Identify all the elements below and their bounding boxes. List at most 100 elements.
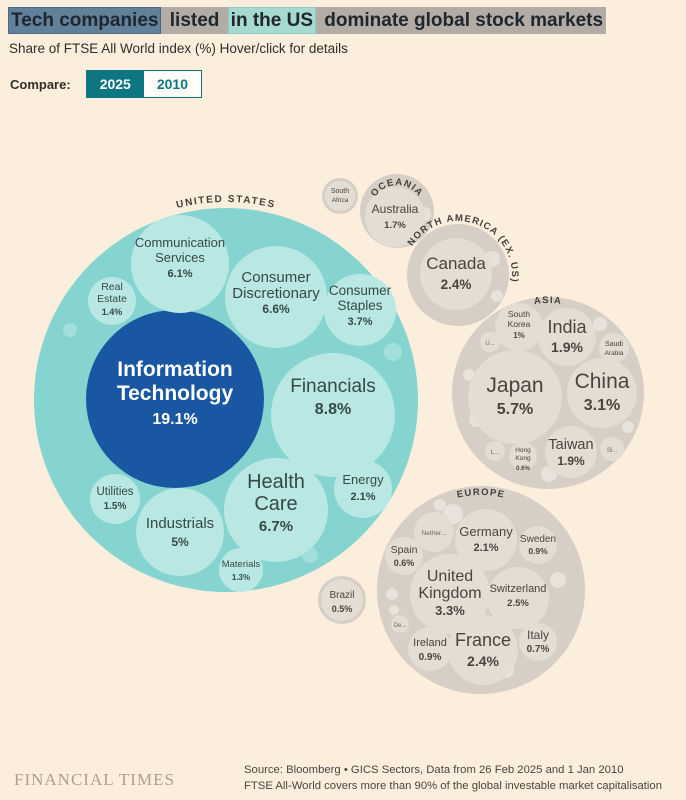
label-germany: Germany: [459, 524, 513, 539]
bubble-canada[interactable]: [420, 238, 492, 310]
bubble-saudi-arabia[interactable]: [599, 333, 629, 363]
year-button-2010[interactable]: 2010: [156, 76, 188, 92]
decor-bubble: [622, 421, 634, 433]
label-united-kingdom: United: [427, 568, 473, 585]
label-consumer-discretionary: Consumer: [241, 269, 310, 286]
value-consumer-discretionary: 6.6%: [262, 302, 290, 316]
label-information-technology: Information: [117, 358, 233, 381]
source-line-1: Source: Bloomberg • GICS Sectors, Data f…: [244, 764, 624, 776]
label-japan: Japan: [486, 374, 543, 397]
bubble-hong-kong[interactable]: [509, 442, 537, 470]
bubble-australia[interactable]: [365, 187, 425, 247]
label-south-africa: South: [331, 188, 349, 195]
year-toggle: 2025 2010: [85, 70, 202, 98]
bubble-asia-small-2[interactable]: [485, 441, 505, 461]
label-china: China: [575, 370, 630, 393]
value-australia: 1.7%: [384, 220, 406, 231]
source-line-2: FTSE All-World covers more than 90% of t…: [244, 780, 662, 792]
label-canada: Canada: [426, 254, 486, 273]
bubble-us-real-estate[interactable]: [88, 277, 136, 325]
compare-control: Compare: 2025 2010: [10, 70, 202, 98]
value-energy: 2.1%: [350, 491, 375, 503]
label-south-africa: Africa: [332, 197, 349, 204]
bubble-switzerland[interactable]: [487, 567, 549, 629]
bubble-sweden[interactable]: [519, 526, 557, 564]
label-brazil: Brazil: [329, 590, 354, 601]
label-financials: Financials: [290, 376, 376, 397]
bubble-us-utilities[interactable]: [90, 474, 140, 524]
value-india: 1.9%: [551, 339, 583, 355]
title-segment-tech-companies: Tech companies: [8, 7, 162, 34]
value-sweden: 0.9%: [528, 546, 548, 556]
value-japan: 5.7%: [497, 401, 533, 418]
value-information-technology: 19.1%: [152, 411, 197, 428]
label-consumer-staples: Staples: [337, 298, 382, 313]
label-europe-small-1: De...: [394, 623, 407, 629]
label-spain: Spain: [391, 544, 418, 556]
svg-text:ASIA: ASIA: [533, 295, 562, 307]
bubble-us-health-care[interactable]: [224, 458, 328, 562]
label-asia-small-3: Si...: [607, 448, 618, 454]
value-south-korea: 1%: [513, 331, 525, 340]
label-asia-small-1: U...: [485, 341, 495, 347]
bubble-germany[interactable]: [455, 509, 517, 571]
bubble-south-korea[interactable]: [495, 303, 543, 351]
title-segment-listed: listed: [161, 7, 228, 34]
value-industrials: 5%: [171, 535, 189, 549]
svg-text:EUROPE: EUROPE: [456, 487, 506, 501]
bubble-asia-small-3[interactable]: [600, 437, 624, 461]
label-hong-kong: Kong: [515, 455, 531, 462]
bubble-asia-small-1[interactable]: [480, 332, 500, 352]
value-real-estate: 1.4%: [102, 307, 123, 317]
label-sweden: Sweden: [520, 534, 556, 545]
label-france: France: [455, 630, 511, 650]
bubble-spain[interactable]: [385, 537, 423, 575]
label-asia-small-2: L...: [491, 450, 500, 456]
bubble-ireland[interactable]: [408, 627, 452, 671]
label-consumer-discretionary: Discretionary: [232, 285, 320, 302]
value-financials: 8.8%: [315, 401, 351, 418]
page-title: Tech companies listed in the US dominate…: [8, 6, 678, 35]
bubble-us-industrials[interactable]: [136, 488, 224, 576]
value-china: 3.1%: [584, 397, 620, 414]
decor-bubble: [63, 323, 77, 337]
bubble-france[interactable]: [448, 615, 518, 685]
value-united-kingdom: 3.3%: [435, 603, 465, 618]
year-button-2025[interactable]: 2025: [86, 71, 144, 97]
label-real-estate: Estate: [97, 293, 127, 305]
bubble-us-communication-services[interactable]: [131, 215, 229, 313]
bubble-us-information-technology[interactable]: [86, 310, 264, 488]
bubble-us-materials[interactable]: [219, 548, 263, 592]
bubble-netherlands[interactable]: [414, 512, 454, 552]
value-hong-kong: 0.6%: [516, 466, 530, 472]
label-switzerland: Switzerland: [490, 583, 547, 595]
bubble-us-financials[interactable]: [271, 353, 395, 477]
label-utilities: Utilities: [96, 486, 133, 498]
ft-logo: FINANCIAL TIMES: [14, 770, 175, 789]
title-segment-rest: dominate global stock markets: [316, 7, 607, 34]
bubble-us-energy[interactable]: [334, 460, 392, 518]
label-netherlands: Nether...: [422, 530, 447, 537]
bubble-italy[interactable]: [519, 623, 557, 661]
bubble-us-consumer-discretionary[interactable]: [225, 246, 327, 348]
bubble-united-kingdom[interactable]: [410, 554, 490, 634]
decor-bubble: [550, 572, 566, 588]
bubble-south-africa-inner: [325, 181, 355, 211]
value-brazil: 0.5%: [332, 604, 353, 614]
value-france: 2.4%: [467, 653, 499, 669]
bubble-europe-small-1[interactable]: [391, 615, 409, 633]
value-ireland: 0.9%: [419, 652, 442, 663]
label-india: India: [547, 317, 587, 337]
bubble-taiwan[interactable]: [545, 426, 597, 478]
bubble-japan[interactable]: [468, 350, 562, 444]
bubble-india[interactable]: [538, 308, 596, 366]
bubble-brazil-inner: [321, 579, 363, 621]
chart-subtitle: Share of FTSE All World index (%) Hover/…: [9, 41, 348, 56]
bubble-china[interactable]: [567, 358, 637, 428]
bubble-us-consumer-staples[interactable]: [324, 274, 396, 346]
source-note: Source: Bloomberg • GICS Sectors, Data f…: [244, 762, 662, 794]
decor-bubble: [593, 317, 607, 331]
decor-bubble: [386, 588, 398, 600]
value-consumer-staples: 3.7%: [347, 316, 372, 328]
